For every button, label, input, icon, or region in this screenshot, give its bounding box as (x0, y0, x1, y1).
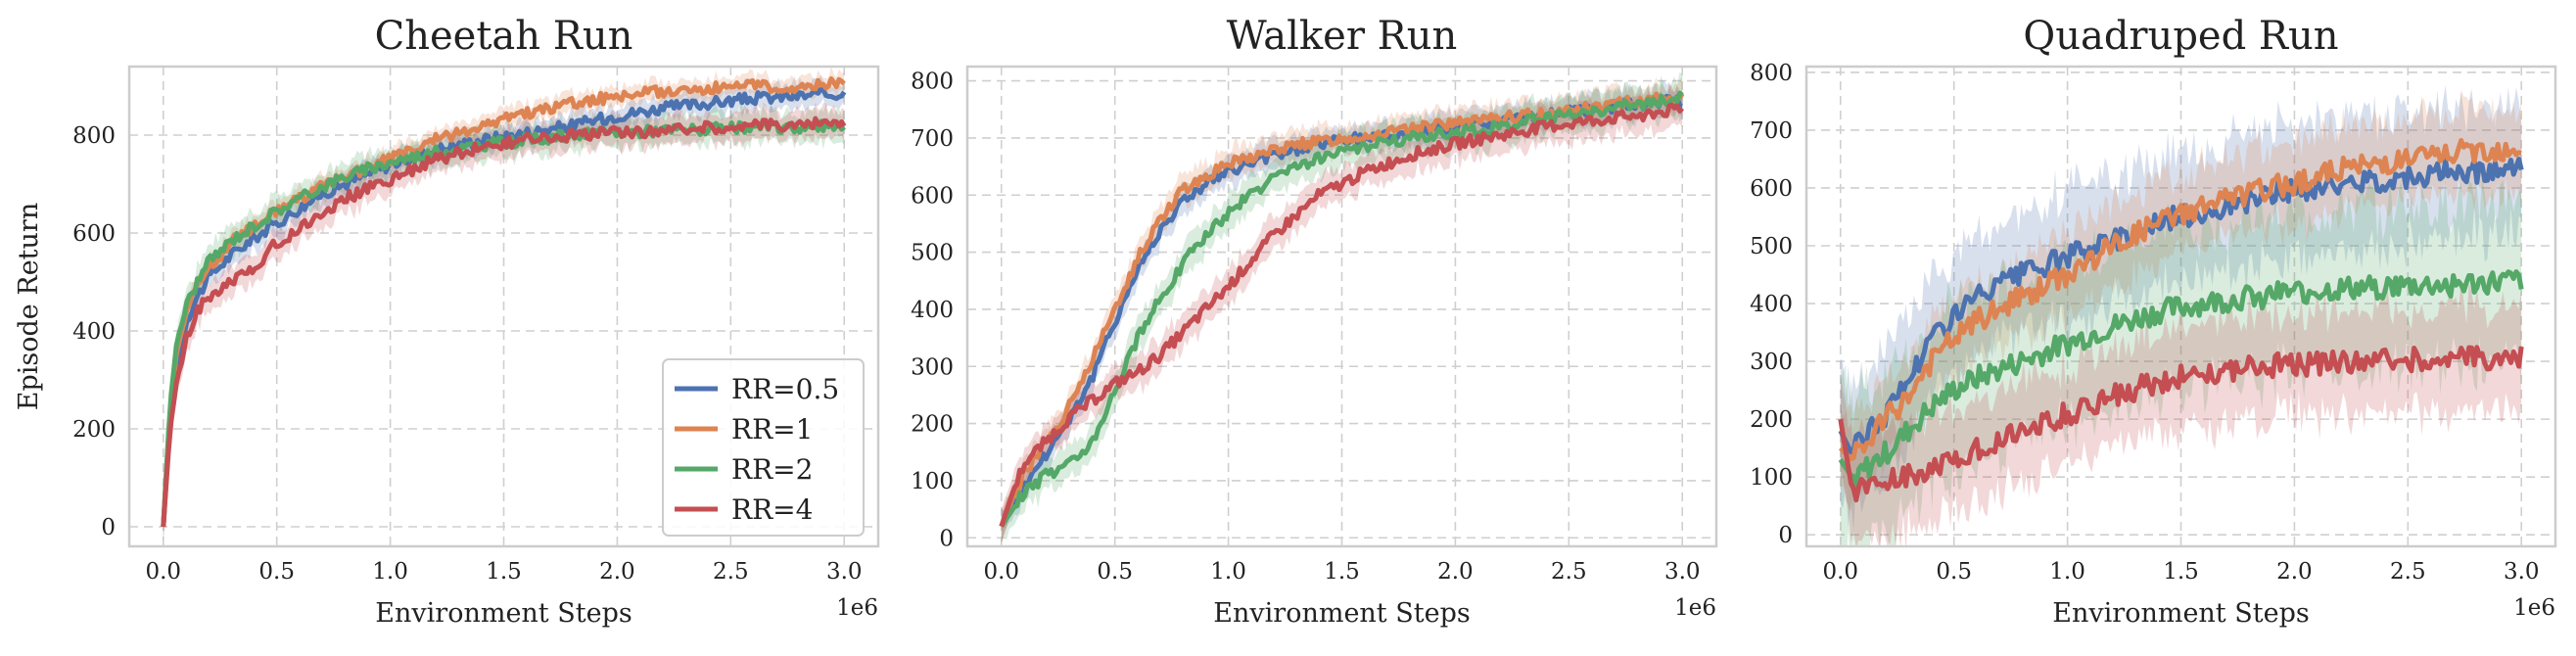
chart-title: Quadruped Run (2023, 14, 2338, 59)
series-line-rr-1 (1838, 138, 2522, 461)
series-line-rr-4 (999, 102, 1685, 528)
y-axis-label: Episode Return (14, 203, 44, 410)
x-tick-label: 1.0 (1210, 559, 1246, 585)
y-tick-label: 400 (72, 319, 116, 345)
x-tick-label: 1.0 (2049, 559, 2085, 585)
y-tick-label: 300 (911, 354, 954, 380)
series-band-rr-4 (1001, 83, 1683, 542)
x-tick-label: 1.5 (1324, 559, 1360, 585)
y-tick-label: 0 (939, 526, 954, 551)
chart-title: Walker Run (1227, 14, 1458, 59)
x-tick-label: 2.5 (713, 559, 749, 585)
x-tick-label: 1.5 (486, 559, 522, 585)
x-tick-label: 2.0 (1437, 559, 1474, 585)
panel-2: Walker Run 0.0 0.5 1.0 1.5 2.0 2.5 3.0 0 100 200 30… (911, 14, 1718, 629)
plot-area (1838, 84, 2524, 546)
legend-label: RR=2 (731, 453, 813, 486)
series-band-rr-0-5 (1840, 84, 2522, 531)
x-tick-label: 0.0 (1822, 559, 1858, 585)
x-multiplier: 1e6 (836, 595, 878, 621)
chart-title: Cheetah Run (375, 14, 633, 59)
plot-area (161, 67, 847, 543)
x-tick-label: 2.5 (2390, 559, 2426, 585)
y-tick-label: 500 (1750, 234, 1793, 259)
x-tick-label: 2.0 (599, 559, 635, 585)
legend-label: RR=1 (731, 413, 813, 445)
x-tick-label: 2.0 (2276, 559, 2313, 585)
y-tick-label: 700 (911, 126, 954, 152)
panel-1: Cheetah Run 0.0 0.5 1.0 1.5 2.0 2.5 3.0 0 200 400 6… (14, 14, 880, 629)
x-axis-label: Environment Steps (1213, 598, 1470, 629)
x-tick-label: 0.0 (145, 559, 181, 585)
y-tick-label: 400 (911, 298, 954, 323)
x-multiplier: 1e6 (2513, 595, 2555, 621)
y-tick-label: 800 (72, 123, 116, 149)
plot-frame (965, 65, 1718, 548)
legend: RR=0.5 RR=1 RR=2 RR=4 (662, 358, 865, 537)
x-multiplier: 1e6 (1674, 595, 1716, 621)
x-tick-label: 1.0 (372, 559, 408, 585)
series-band-rr-1 (1840, 89, 2522, 511)
y-tick-label: 200 (1750, 407, 1793, 433)
legend-box (662, 358, 865, 537)
x-tick-label: 3.0 (1664, 559, 1701, 585)
y-tick-label: 700 (1750, 118, 1793, 144)
series-band-rr-2 (1840, 174, 2522, 546)
x-tick-label: 1.5 (2163, 559, 2199, 585)
x-tick-label: 0.5 (1097, 559, 1133, 585)
y-tick-label: 400 (1750, 292, 1793, 317)
y-tick-label: 600 (911, 183, 954, 209)
x-tick-label: 3.0 (2504, 559, 2540, 585)
y-tick-label: 500 (911, 241, 954, 266)
legend-label: RR=0.5 (731, 373, 839, 405)
y-tick-label: 0 (101, 515, 116, 540)
y-tick-label: 100 (1750, 465, 1793, 491)
series-line-rr-1 (161, 75, 846, 528)
plot-area (999, 71, 1685, 544)
y-tick-label: 200 (911, 412, 954, 438)
y-tick-label: 600 (72, 221, 116, 247)
y-tick-label: 100 (911, 469, 954, 494)
x-axis-label: Environment Steps (2052, 598, 2309, 629)
y-tick-label: 300 (1750, 350, 1793, 375)
x-tick-label: 0.0 (983, 559, 1019, 585)
y-tick-label: 800 (911, 70, 954, 95)
x-tick-label: 0.5 (258, 559, 295, 585)
x-tick-label: 2.5 (1551, 559, 1587, 585)
series-line-rr-2 (999, 90, 1684, 528)
plot-frame (1804, 65, 2557, 548)
legend-label: RR=4 (731, 493, 813, 526)
y-tick-label: 0 (1778, 523, 1793, 548)
y-tick-label: 800 (1750, 61, 1793, 86)
y-tick-label: 200 (72, 417, 116, 443)
y-tick-label: 600 (1750, 176, 1793, 202)
panel-3: Quadruped Run 0.0 0.5 1.0 1.5 2.0 2.5 3.0 0 100 20… (1750, 14, 2557, 629)
series-band-rr-4 (1840, 281, 2522, 546)
x-tick-label: 0.5 (1936, 559, 1972, 585)
series-line-rr-2 (1838, 269, 2524, 490)
x-axis-label: Environment Steps (375, 598, 632, 629)
series-line-rr-4 (161, 116, 847, 528)
series-line-rr-4 (1838, 345, 2524, 503)
x-tick-label: 3.0 (826, 559, 863, 585)
series-band-rr-1 (1001, 74, 1683, 542)
plot-frame (127, 65, 880, 548)
